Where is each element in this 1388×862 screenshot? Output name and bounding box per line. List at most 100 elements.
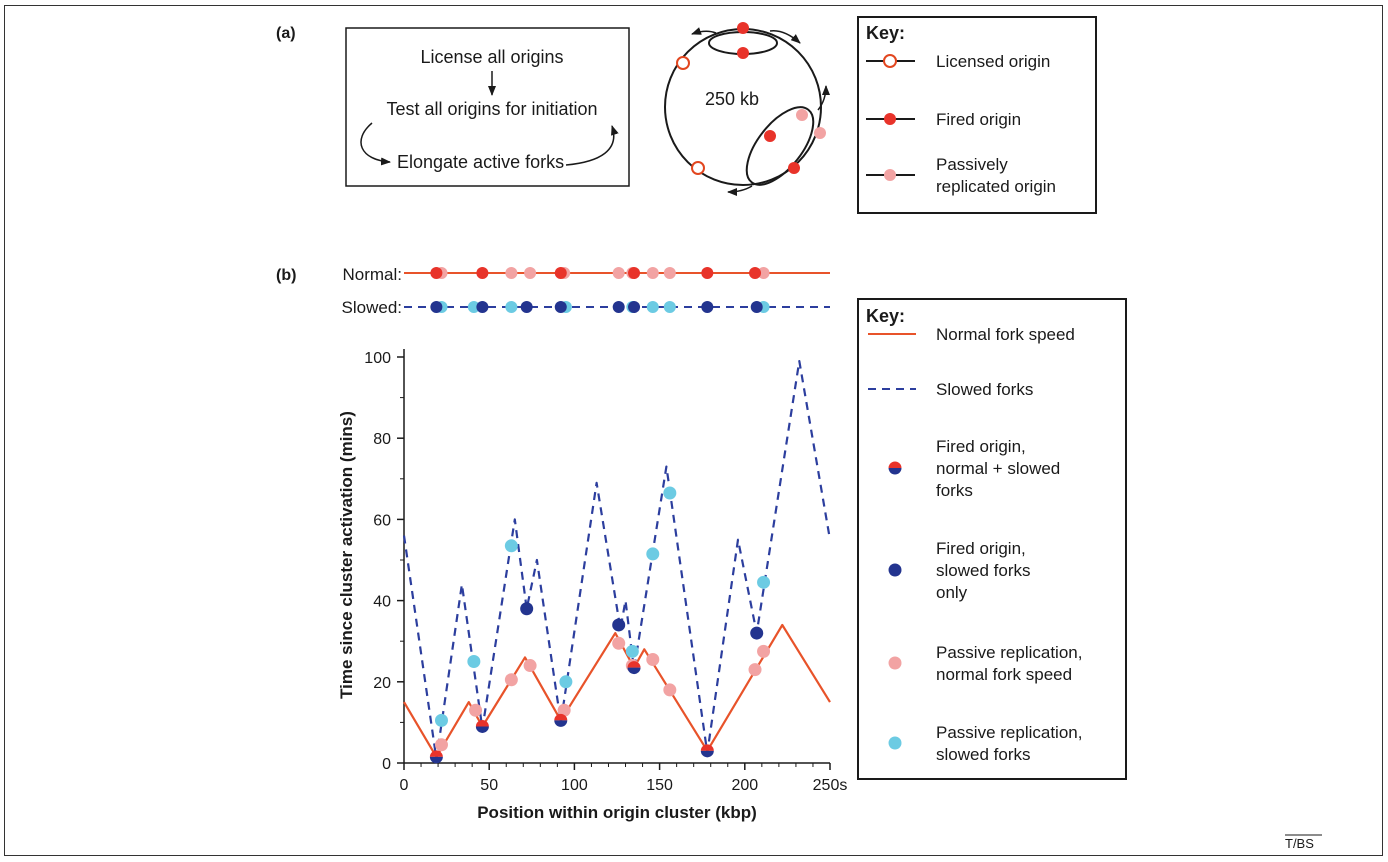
passive-slowed-point <box>663 486 677 500</box>
fired-origin-marker <box>737 47 749 59</box>
normal-row-passive-origin <box>757 267 770 279</box>
journal-logo: T/BS <box>1285 836 1314 851</box>
licensed-origin-marker <box>691 161 705 175</box>
fired-normal-slowed-point <box>627 661 641 675</box>
x-tick-label: 250s <box>813 777 848 794</box>
y-tick-label: 20 <box>373 675 391 692</box>
key-b-label: slowed forks <box>936 561 1030 580</box>
licensed-origin-key-marker <box>883 54 897 68</box>
panel-b-key-box <box>857 298 1127 780</box>
passive-slowed-point <box>559 675 573 689</box>
fired-slowed-only-point <box>520 602 534 616</box>
fired-normal-slowed-key-marker-top <box>888 461 902 468</box>
fired-normal-slowed-point-bottom <box>627 667 641 675</box>
key-b-label: Fired origin, <box>936 539 1026 558</box>
normal-row-passive-origin <box>612 267 625 279</box>
fork-arrow-icon <box>691 27 717 35</box>
replication-timing-chart: Time since cluster activation (mins) Pos… <box>337 349 847 822</box>
slowed-row-fired-origin <box>612 301 625 313</box>
key-a-label: Licensed origin <box>936 52 1050 71</box>
slowed-row-fired-origin <box>701 301 714 313</box>
fired-normal-slowed-point-top <box>429 750 443 757</box>
passive-slowed-point <box>434 713 448 727</box>
fired-normal-slowed-point <box>700 744 714 758</box>
passive-normal-point <box>757 644 771 658</box>
y-tick-label: 40 <box>373 594 391 611</box>
slowed-row-passive-origin <box>663 301 676 313</box>
slowed-row-passive-origin <box>467 301 480 313</box>
flow-step-test: Test all origins for initiation <box>386 99 597 119</box>
flow-loop-left-arrow-icon <box>360 122 391 166</box>
passive-slowed-point <box>646 547 660 561</box>
slowed-row-fired-origin <box>750 301 763 313</box>
fired-normal-slowed-point-top <box>700 744 714 751</box>
fork-arrow-icon <box>769 30 801 44</box>
normal-fork-speed-line <box>403 623 831 758</box>
passive-normal-point <box>469 703 483 717</box>
passive-normal-point <box>504 673 518 687</box>
x-tick-label: 0 <box>400 777 409 794</box>
slowed-forks-line <box>402 360 832 760</box>
fired-normal-slowed-point-top <box>627 661 641 668</box>
fired-slowed-only-point <box>750 626 764 640</box>
key-b-label: Passive replication, <box>936 643 1082 662</box>
slowed-row-fired-origin <box>520 301 533 313</box>
passive-slowed-point <box>504 539 518 553</box>
normal-row-fired-origin <box>701 267 714 279</box>
key-b-marker <box>888 656 902 670</box>
key-b-label: Passive replication, <box>936 723 1082 742</box>
key-a-marker <box>884 169 896 181</box>
passive-normal-point <box>748 663 762 677</box>
panel-a-key: Key: Licensed origin Fired origin Passivel… <box>857 16 1097 214</box>
panel-b-label: (b) <box>276 267 296 284</box>
fired-normal-slowed-point-top <box>554 713 568 721</box>
x-tick-label: 100 <box>561 777 588 794</box>
y-tick-label: 100 <box>364 350 391 367</box>
flow-loop-right-arrow-icon <box>565 125 619 166</box>
slowed-row-fired-origin <box>554 301 567 313</box>
passive-normal-point <box>523 659 537 673</box>
fired-normal-slowed-point <box>475 719 489 733</box>
normal-row-passive-origin <box>646 267 659 279</box>
fired-slowed-only-point <box>612 618 626 632</box>
fork-arrow-icon <box>727 185 753 196</box>
fired-origin-marker <box>788 162 800 174</box>
panel-b-key: Key: Normal fork speed Slowed forks Fired … <box>857 298 1127 780</box>
key-a-label: Passively <box>936 155 1008 174</box>
key-b-label: only <box>936 583 968 602</box>
fired-normal-slowed-point-bottom <box>554 720 568 727</box>
slowed-row-passive-origin <box>505 301 518 313</box>
normal-row-passive-origin <box>505 267 518 279</box>
fired-origin-marker <box>764 130 776 142</box>
key-b-label: Normal fork speed <box>936 325 1075 344</box>
x-axis-title: Position within origin cluster (kbp) <box>477 803 757 822</box>
key-b-label: slowed forks <box>936 745 1030 764</box>
replication-bubble-right <box>745 106 815 186</box>
x-tick-label: 150 <box>646 777 673 794</box>
fired-normal-slowed-point-bottom <box>700 750 714 758</box>
slowed-row-fired-origin <box>628 301 641 313</box>
flowchart-box <box>345 27 630 187</box>
flow-step-elongate: Elongate active forks <box>397 152 564 172</box>
flow-step-license: License all origins <box>420 47 563 67</box>
row-normal-label: Normal: <box>342 265 402 284</box>
key-b-label: forks <box>936 481 973 500</box>
passive-normal-point <box>663 683 677 697</box>
fired-normal-slowed-point-bottom <box>475 726 489 733</box>
normal-row-fired-origin <box>554 267 567 279</box>
key-b-label: normal + slowed <box>936 459 1060 478</box>
fired-normal-slowed-key-marker-bottom <box>888 468 902 475</box>
fired-origin-marker <box>737 22 749 34</box>
slowed-row-passive-origin <box>646 301 659 313</box>
figure-border <box>4 5 1383 856</box>
fired-normal-slowed-point-bottom <box>429 756 443 764</box>
licensed-origin-marker <box>676 56 690 70</box>
row-slowed-label: Slowed: <box>342 298 402 317</box>
passive-slowed-point <box>467 655 481 668</box>
passive-origin-marker <box>814 127 826 139</box>
passive-origin-marker <box>796 109 808 121</box>
key-b-marker <box>888 736 902 750</box>
key-a-label: replicated origin <box>936 177 1056 196</box>
x-tick-label: 50 <box>480 777 498 794</box>
